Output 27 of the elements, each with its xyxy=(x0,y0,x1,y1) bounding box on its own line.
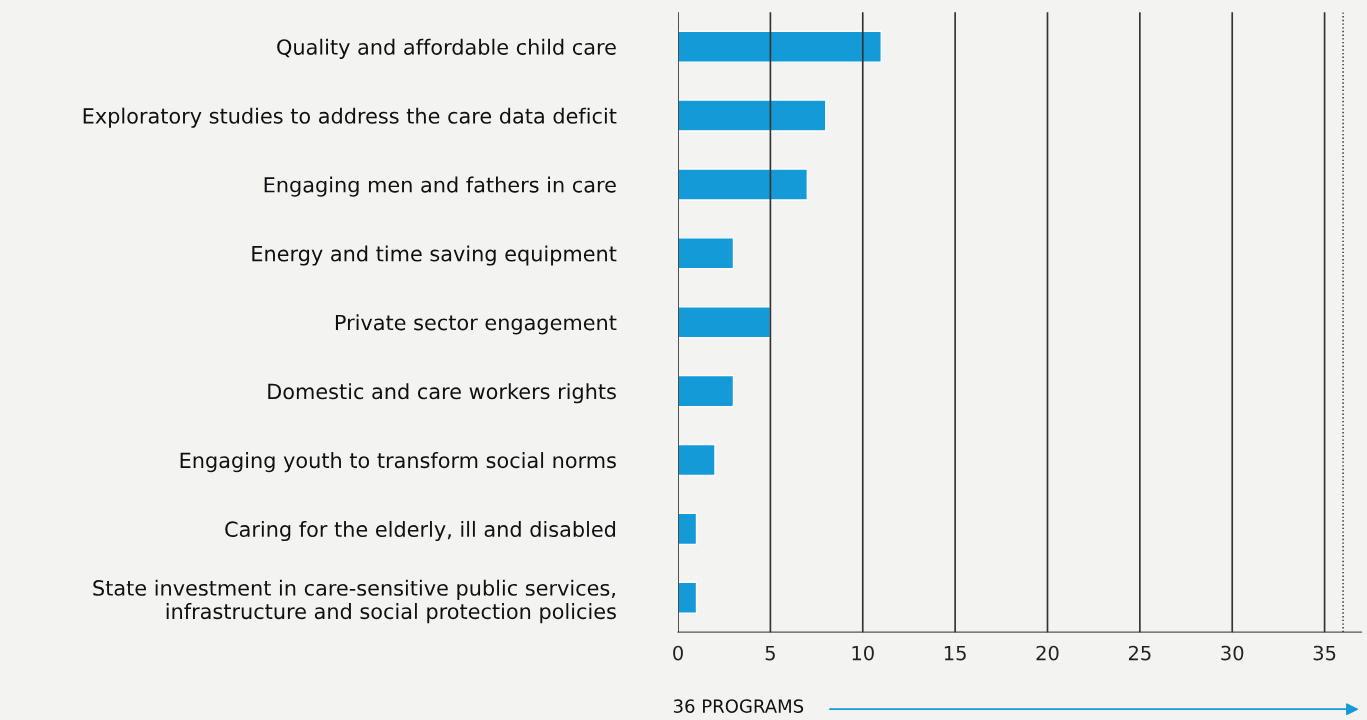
x-tick-label: 0 xyxy=(673,645,683,661)
y-tick-label: Caring for the elderly, ill and disabled xyxy=(225,520,616,542)
y-tick-label: Private sector engagement xyxy=(335,314,617,335)
bar xyxy=(678,443,716,477)
bar xyxy=(678,30,882,63)
bar xyxy=(678,306,772,339)
x-tick-label: 25 xyxy=(1128,645,1151,661)
bar xyxy=(678,99,827,132)
y-tick-label: State investment in care-sensitive public services, infrastructure and social protection policies xyxy=(93,579,616,624)
x-tick-label: 35 xyxy=(1313,645,1336,661)
x-tick-label: 20 xyxy=(1036,645,1059,661)
x-tick-label: 5 xyxy=(765,645,775,661)
y-tick-label: Engaging men and fathers in care xyxy=(264,176,616,197)
x-tick-label: 10 xyxy=(852,645,874,661)
x-tick-label: 15 xyxy=(944,645,966,661)
bar xyxy=(678,168,809,201)
y-tick-label: Quality and affordable child care xyxy=(277,38,616,59)
bar xyxy=(678,237,735,270)
bar xyxy=(678,512,698,546)
x-tick-label: 30 xyxy=(1221,645,1244,661)
bar xyxy=(678,374,735,408)
bar xyxy=(678,581,698,614)
y-tick-label: Domestic and care workers rights xyxy=(268,383,616,404)
text: 36 PROGRAMS xyxy=(673,699,804,713)
y-tick-label: Energy and time saving equipment xyxy=(252,245,617,266)
y-tick-label: Engaging youth to transform social norms xyxy=(180,452,616,473)
y-tick-label: Exploratory studies to address the care data deficit xyxy=(83,107,617,128)
